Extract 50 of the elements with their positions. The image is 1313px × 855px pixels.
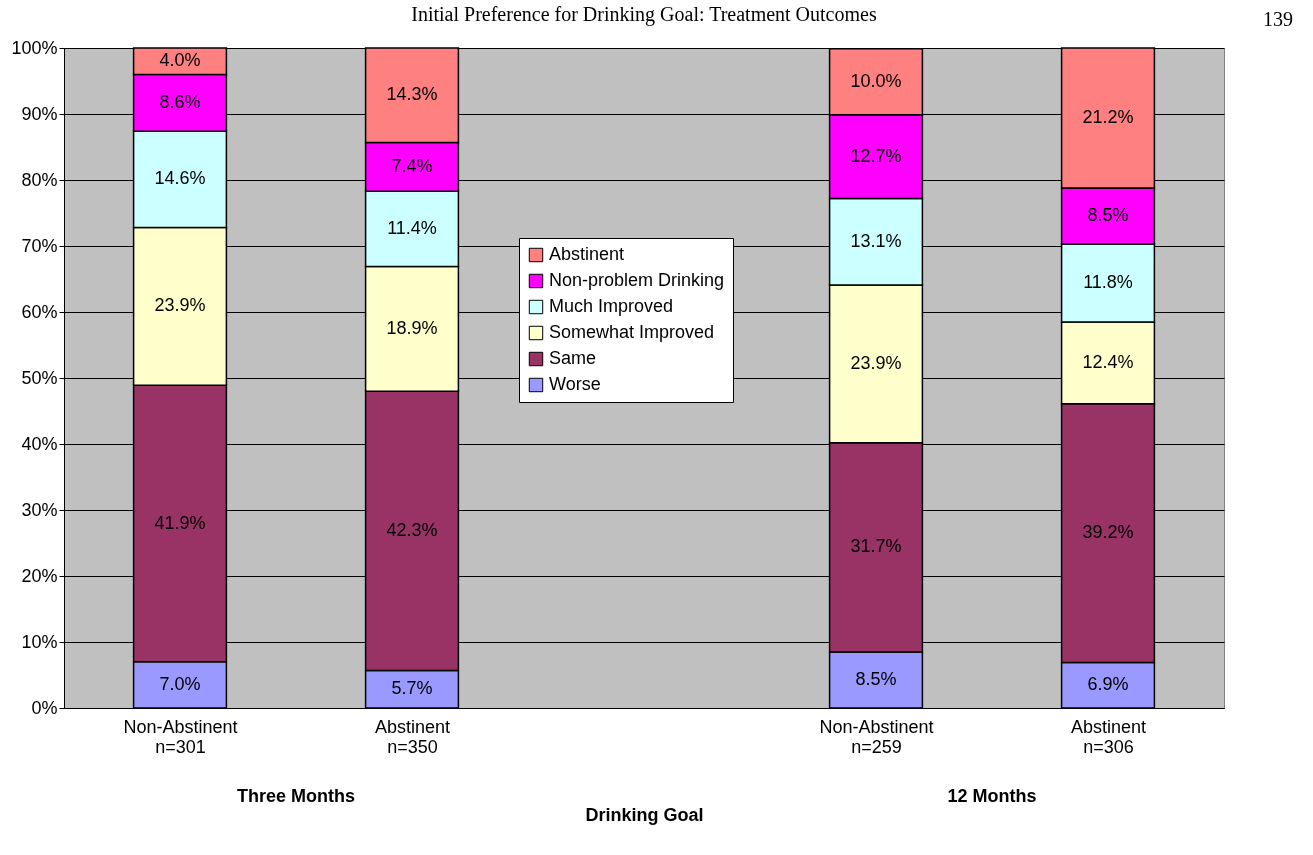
x-tick-label: Abstinent n=306 xyxy=(1070,716,1147,757)
y-tick-label: 10% xyxy=(21,631,58,652)
x-tick-label: Abstinent n=350 xyxy=(374,716,451,757)
y-tick-label: 60% xyxy=(21,301,58,322)
legend-label: Much Improved xyxy=(549,296,674,316)
y-tick-label: 40% xyxy=(21,433,58,454)
data-label: 12.4% xyxy=(1082,351,1134,372)
x-tick-label: Non-Abstinent n=259 xyxy=(819,716,934,757)
data-label: 5.7% xyxy=(391,678,433,699)
x-axis-title: Drinking Goal xyxy=(585,804,704,825)
legend-label: Abstinent xyxy=(549,244,625,264)
y-tick-label: 100% xyxy=(11,37,58,58)
y-tick-label: 20% xyxy=(21,565,58,586)
data-label: 12.7% xyxy=(850,145,902,166)
data-label: 14.6% xyxy=(154,168,206,189)
text: 139 xyxy=(1263,8,1293,31)
legend-label: Somewhat Improved xyxy=(549,322,715,342)
chart-title: Initial Preference for Drinking Goal: Treatment Outcomes xyxy=(411,3,877,26)
legend-label: Same xyxy=(549,348,597,368)
data-label: 8.6% xyxy=(159,91,201,112)
data-label: 14.3% xyxy=(386,84,438,105)
data-label: 21.2% xyxy=(1082,106,1134,127)
data-label: 11.4% xyxy=(387,217,437,238)
data-label: 42.3% xyxy=(386,519,438,540)
data-label: 4.0% xyxy=(159,50,201,71)
x-tick-label: Non-Abstinent n=301 xyxy=(123,716,238,757)
data-label: 8.5% xyxy=(855,668,897,689)
data-label: 11.8% xyxy=(1083,271,1133,292)
text: Three Months xyxy=(236,786,356,806)
data-label: 10.0% xyxy=(850,70,902,91)
y-tick-label: 90% xyxy=(21,103,58,124)
legend-label: Worse xyxy=(549,374,601,394)
data-label: 23.9% xyxy=(850,352,902,373)
y-tick-label: 80% xyxy=(21,169,58,190)
data-label: 6.9% xyxy=(1087,674,1129,695)
data-label: 7.0% xyxy=(159,673,201,694)
data-label: 7.4% xyxy=(391,155,433,176)
data-label: 31.7% xyxy=(850,536,902,557)
legend-label: Non-problem Drinking xyxy=(549,270,725,290)
data-label: 23.9% xyxy=(154,295,206,316)
data-label: 8.5% xyxy=(1087,204,1129,225)
text: 12 Months xyxy=(947,786,1037,806)
data-label: 18.9% xyxy=(386,317,438,338)
y-tick-label: 30% xyxy=(21,499,58,520)
y-tick-label: 70% xyxy=(21,235,58,256)
data-label: 39.2% xyxy=(1082,522,1134,543)
data-label: 13.1% xyxy=(850,230,902,251)
y-tick-label: 50% xyxy=(21,367,58,388)
data-label: 41.9% xyxy=(154,512,206,533)
y-tick-label: 0% xyxy=(31,697,58,718)
